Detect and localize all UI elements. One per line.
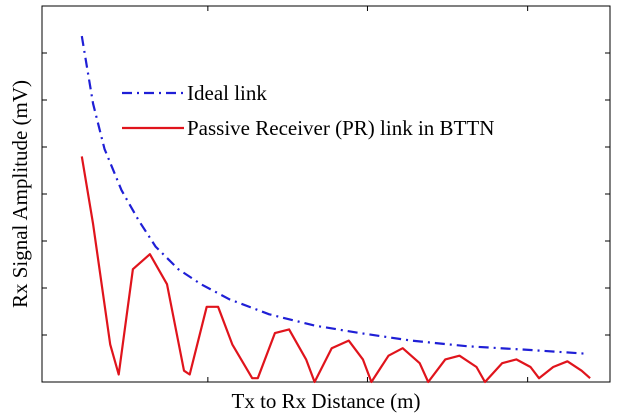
series-line-ideal-link xyxy=(80,35,588,355)
y-axis-label: Rx Signal Amplitude (mV) xyxy=(8,80,32,308)
legend-label-ideal-link: Ideal link xyxy=(187,81,267,105)
series-line-pr-link xyxy=(80,156,591,384)
x-axis-label: Tx to Rx Distance (m) xyxy=(232,389,421,413)
plot-frame xyxy=(41,5,611,383)
axis-ticks xyxy=(42,6,610,382)
legend-label-pr-link: Passive Receiver (PR) link in BTTN xyxy=(187,116,494,140)
series-layer xyxy=(80,35,591,384)
legend: Ideal link Passive Receiver (PR) link in… xyxy=(122,81,494,140)
